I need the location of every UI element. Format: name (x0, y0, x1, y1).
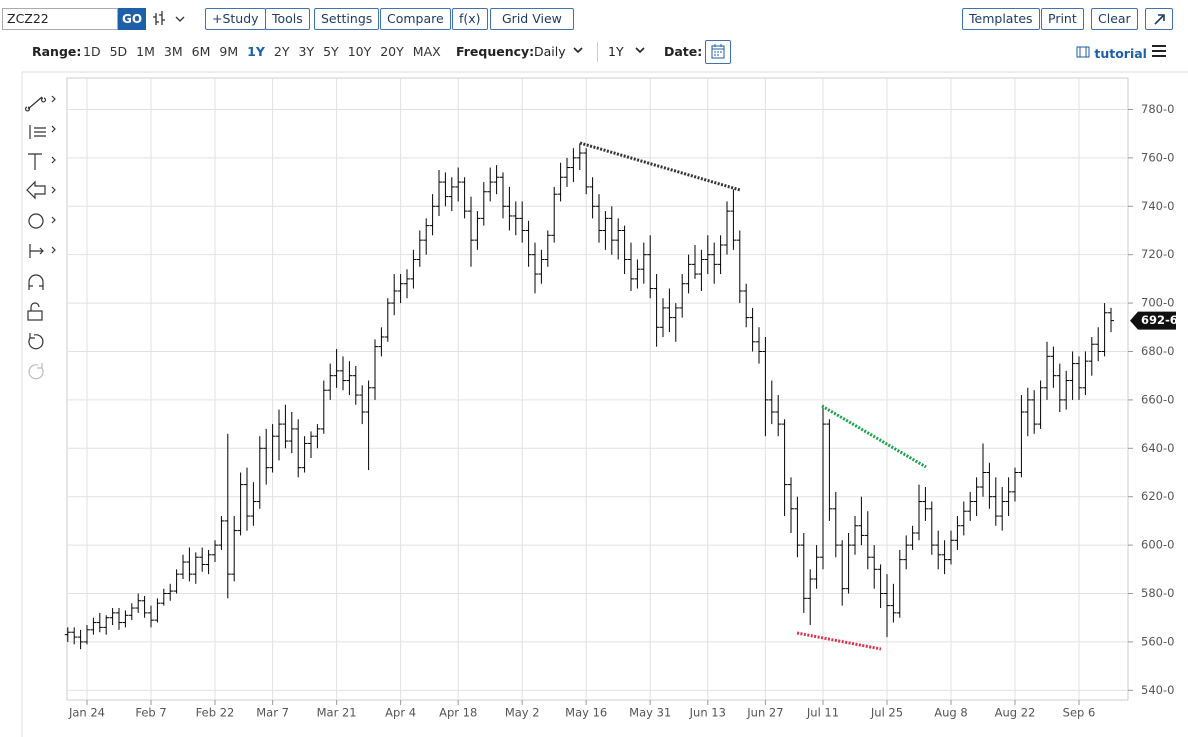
grid-view-button[interactable]: Grid View (490, 8, 574, 30)
range-option[interactable]: 9M (219, 44, 239, 59)
range-option[interactable]: 3M (163, 44, 183, 59)
go-button[interactable]: GO (118, 8, 146, 30)
tutorial-link[interactable]: tutorial (1076, 45, 1147, 63)
x-tick-label: Aug 8 (934, 706, 967, 720)
tutorial: tutorial (1094, 46, 1147, 61)
x-tick-label: Aug 22 (995, 706, 1036, 720)
x-tick-label: May 31 (629, 706, 671, 720)
date-label: Date: (664, 44, 703, 59)
trend-line (796, 631, 882, 651)
y-tick-label: 760-0 (1141, 150, 1174, 164)
x-tick-label: Jan 24 (68, 706, 105, 720)
x-tick-label: Jun 13 (689, 706, 726, 720)
range-option[interactable]: 5Y (323, 44, 339, 59)
range-option[interactable]: 1Y (247, 44, 265, 59)
x-tick-label: May 16 (565, 706, 607, 720)
last-price-label: 692-6 (1141, 313, 1178, 327)
x-tick-label: Feb 7 (135, 706, 166, 720)
x-tick-label: May 2 (505, 706, 540, 720)
symbol-input[interactable]: ZCZ22 (2, 8, 118, 30)
function-button[interactable]: f(x) (452, 8, 488, 30)
range-label: Range: (32, 44, 82, 59)
y-tick-label: 620-0 (1141, 489, 1174, 503)
trend-line (579, 141, 741, 192)
calendar-icon (711, 44, 725, 59)
period: 1Y (608, 44, 624, 59)
y-tick-label: 540-0 (1141, 683, 1174, 697)
calendar-button[interactable] (705, 40, 731, 64)
range-option[interactable]: 1D (83, 44, 101, 59)
x-tick-label: Jun 27 (746, 706, 783, 720)
menu-icon[interactable] (1151, 44, 1167, 58)
study-button[interactable]: +Study (205, 8, 266, 30)
frequency: Daily (534, 44, 566, 59)
clear-button[interactable]: Clear (1091, 8, 1138, 30)
x-tick-label: Jul 25 (870, 706, 903, 720)
x-tick-label: Mar 21 (317, 706, 357, 720)
frequency-select[interactable]: Daily (534, 43, 586, 61)
range-option[interactable]: 6M (191, 44, 211, 59)
expand-button[interactable] (1145, 8, 1173, 30)
y-tick-label: 600-0 (1141, 538, 1174, 552)
settings-button[interactable]: Settings (314, 8, 380, 30)
chart-area: 540-0 560-0 580-0 600-0 620-0 640-0 660-0 680-0… (21, 71, 1188, 737)
plot-border (66, 77, 1129, 701)
film-icon (1076, 46, 1090, 58)
y-tick-label: 560-0 (1141, 634, 1174, 648)
tools-button[interactable]: Tools (265, 8, 310, 30)
y-tick-label: 580-0 (1141, 586, 1174, 600)
x-tick-label: Sep 6 (1063, 706, 1096, 720)
range-option[interactable]: 10Y (347, 44, 372, 59)
period-select[interactable]: 1Y (608, 43, 650, 61)
print-button[interactable]: Print (1041, 8, 1084, 30)
caret (635, 47, 645, 54)
last-price-tag (1130, 311, 1176, 330)
divider (597, 42, 598, 62)
templates-button[interactable]: Templates (962, 8, 1040, 30)
y-tick-label: 720-0 (1141, 247, 1174, 261)
caret (573, 47, 583, 54)
bar-type-icon[interactable] (152, 9, 188, 29)
range-option[interactable]: 5D (109, 44, 128, 59)
expand-icon (1154, 14, 1165, 25)
x-tick-label: Jul 11 (806, 706, 839, 720)
range-option[interactable]: 2Y (273, 44, 290, 59)
x-tick-label: Mar 7 (256, 706, 289, 720)
frequency-label: Frequency: (456, 44, 535, 59)
y-tick-label: 780-0 (1141, 102, 1174, 116)
range-options: 1D 5D 1M 3M 6M 9M 1Y 2Y 3Y 5Y 10Y 20Y MAX (83, 43, 441, 61)
drawing-tools (24, 95, 56, 380)
y-tick-label: 640-0 (1141, 441, 1174, 455)
compare-button[interactable]: Compare (380, 8, 451, 30)
x-tick-label: Apr 4 (385, 706, 416, 720)
x-tick-label: Apr 18 (439, 706, 477, 720)
y-tick-label: 700-0 (1141, 296, 1174, 310)
plot: 540-0 560-0 580-0 600-0 620-0 640-0 660-0 680-0… (64, 77, 1178, 720)
y-tick-label: 680-0 (1141, 344, 1174, 358)
range-option[interactable]: MAX (412, 44, 441, 59)
x-tick-label: Feb 22 (196, 706, 235, 720)
y-tick-label: 740-0 (1141, 199, 1174, 213)
range-option[interactable]: 1M (136, 44, 155, 59)
y-tick-label: 660-0 (1141, 392, 1174, 406)
trend-line (821, 404, 927, 469)
symbol: ZCZ22 (7, 11, 49, 26)
range-option[interactable]: 20Y (380, 44, 404, 59)
range-option[interactable]: 3Y (298, 44, 315, 59)
